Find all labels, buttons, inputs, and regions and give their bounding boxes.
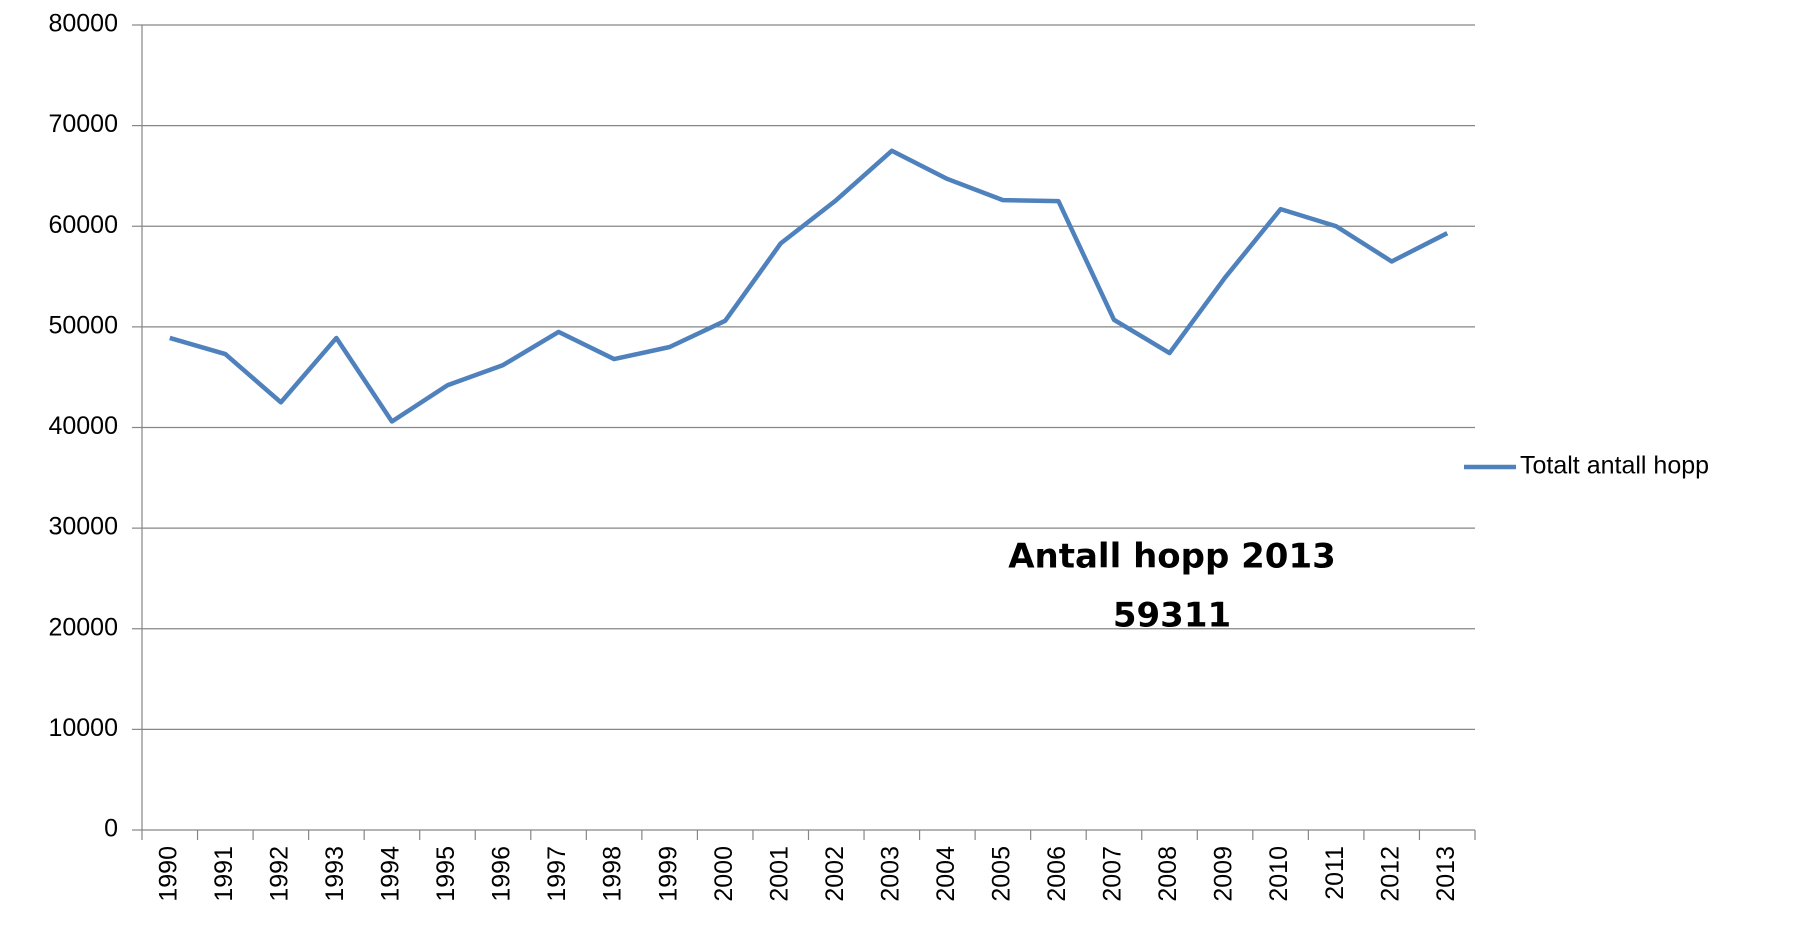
x-tick-label: 1996 <box>488 846 516 902</box>
x-tick-label: 1992 <box>265 846 293 902</box>
y-tick-label: 20000 <box>48 613 118 641</box>
annotation: Antall hopp 2013 <box>1008 537 1336 577</box>
x-tick-label: 1994 <box>377 846 405 902</box>
x-tick-label: 2010 <box>1265 846 1293 902</box>
x-tick-label: 1991 <box>210 846 238 902</box>
x-tick-label: 2007 <box>1099 846 1127 902</box>
x-tick-label: 2004 <box>932 846 960 902</box>
y-tick-label: 40000 <box>48 412 118 440</box>
x-tick-label: 1995 <box>432 846 460 902</box>
x-tick-label: 2008 <box>1154 846 1182 902</box>
x-tick-label: 2012 <box>1376 846 1404 902</box>
x-tick-label: 1993 <box>321 846 349 902</box>
y-tick-label: 60000 <box>48 211 118 239</box>
line-series <box>169 148 1449 424</box>
y-tick-label: 70000 <box>48 110 118 138</box>
x-tick-label: 2009 <box>1210 846 1238 902</box>
x-tick-label: 2013 <box>1432 846 1460 902</box>
x-tick-label: 1999 <box>654 846 682 902</box>
x-tick-label: 1997 <box>543 846 571 902</box>
x-tick-label: 2006 <box>1043 846 1071 902</box>
x-tick-label: 2002 <box>821 846 849 902</box>
y-tick-label: 80000 <box>48 10 118 38</box>
y-tick-label: 0 <box>104 815 118 843</box>
legend-label: Totalt antall hopp <box>1520 452 1709 480</box>
x-tick-label: 2005 <box>988 846 1016 902</box>
x-tick-label: 1990 <box>154 846 182 902</box>
x-tick-label: 2000 <box>710 846 738 902</box>
x-tick-label: 2011 <box>1321 846 1349 900</box>
annotation: 59311 <box>1113 596 1231 636</box>
y-tick-label: 30000 <box>48 513 118 541</box>
x-tick-label: 2003 <box>876 846 904 902</box>
y-tick-label: 50000 <box>48 311 118 339</box>
x-tick-label: 2001 <box>765 846 793 902</box>
x-tick-label: 1998 <box>599 846 627 902</box>
y-tick-label: 10000 <box>48 714 118 742</box>
